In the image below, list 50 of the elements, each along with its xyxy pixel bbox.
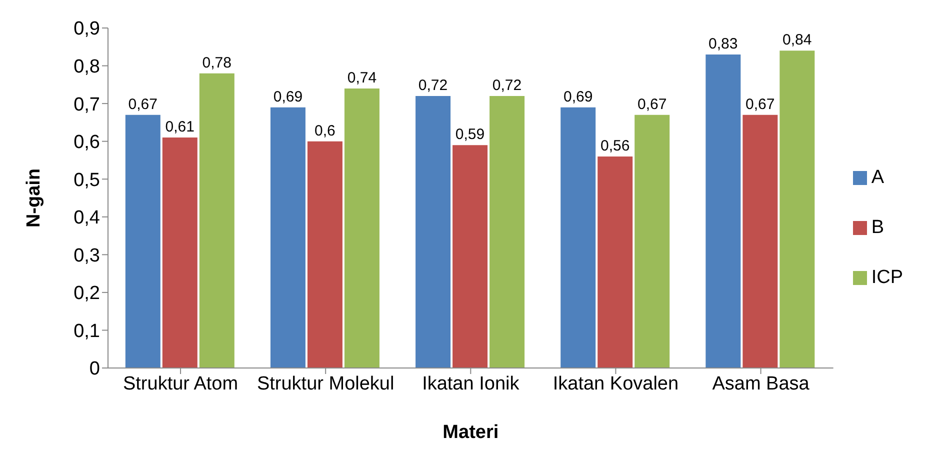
x-axis-title: Materi: [442, 422, 499, 443]
x-tick-label: Ikatan Kovalen: [552, 373, 679, 394]
x-tick-label: Asam Basa: [712, 373, 810, 394]
y-tick-label: 0,1: [74, 320, 100, 342]
legend-label: A: [871, 167, 884, 188]
bar: [416, 96, 451, 368]
bar: [780, 50, 815, 368]
data-label: 0,78: [202, 54, 232, 72]
bar: [560, 107, 596, 368]
bar: [344, 88, 380, 368]
y-tick-label: 0,7: [74, 94, 100, 116]
data-label: 0,72: [492, 77, 522, 94]
data-label: 0,69: [563, 88, 593, 106]
y-tick-label: 0: [89, 358, 100, 380]
bar: [452, 145, 488, 368]
bar: [125, 114, 160, 368]
data-label: 0,83: [708, 35, 738, 52]
y-tick-label: 0,8: [74, 56, 100, 78]
y-tick-label: 0,3: [74, 245, 100, 266]
data-label: 0,67: [637, 96, 667, 113]
bar: [307, 141, 342, 368]
y-tick-label: 0,5: [74, 170, 100, 191]
data-label: 0,6: [314, 122, 336, 140]
bar: [706, 54, 741, 368]
bar: [270, 107, 306, 368]
legend-label: ICP: [871, 267, 903, 288]
data-label: 0,56: [600, 137, 630, 154]
x-tick-label: Struktur Atom: [122, 373, 238, 394]
bar: [634, 114, 670, 368]
bar: [742, 114, 778, 368]
y-tick-label: 0,9: [74, 18, 100, 40]
data-label: 0,59: [455, 126, 485, 144]
x-tick-label: Ikatan Ionik: [422, 373, 520, 394]
data-label: 0,67: [128, 96, 158, 113]
data-label: 0,84: [782, 32, 812, 49]
y-tick-label: 0,2: [74, 283, 100, 304]
y-tick-label: 0,4: [74, 208, 100, 229]
data-label: 0,61: [165, 118, 195, 136]
data-label: 0,67: [746, 96, 775, 113]
bar: [598, 156, 633, 368]
bar: [490, 96, 525, 368]
y-axis-title: N-gain: [24, 168, 45, 228]
x-tick-label: Struktur Molekul: [256, 373, 394, 394]
bar: [162, 138, 198, 368]
data-label: 0,72: [418, 77, 448, 94]
data-label: 0,74: [347, 69, 377, 86]
legend-label: B: [871, 217, 884, 238]
data-label: 0,69: [273, 88, 303, 106]
bar: [199, 73, 234, 368]
y-tick-label: 0,6: [74, 132, 100, 154]
